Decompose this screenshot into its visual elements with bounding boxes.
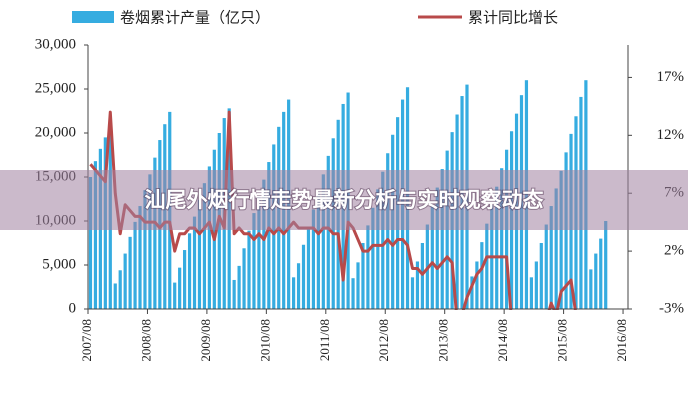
bar [410,277,415,309]
x-tick-label: 2015/08 [555,319,570,362]
bar [549,206,553,309]
x-tick-label: 2013/08 [436,319,451,362]
bar [554,188,558,309]
bar [539,243,543,309]
bar [440,169,444,309]
bar [604,221,608,309]
bar [420,243,425,309]
bar [148,174,152,309]
bar [316,191,320,309]
y2-tick-label: 2% [664,243,684,259]
bar [242,248,246,309]
bar [529,277,533,309]
bar [495,186,499,309]
bar [534,261,538,309]
bar [321,174,325,309]
y2-tick-label: 12% [657,127,685,143]
x-tick-label: 2008/08 [138,319,153,362]
bar [232,279,236,309]
bar [381,171,385,309]
y-tick-label: 30,000 [35,36,76,52]
bar [291,277,296,309]
bar [197,199,202,309]
bar [366,225,370,309]
bar [371,207,375,309]
x-tick-label: 2014/08 [495,319,510,362]
bar [187,233,192,309]
bar [118,270,122,309]
bar [88,177,93,309]
x-tick-label: 2009/08 [198,319,213,362]
bar [93,161,98,309]
bar [183,250,187,309]
x-tick-label: 2016/08 [614,319,629,362]
bar [470,276,474,309]
bar [480,242,484,309]
bar [475,261,479,309]
bar [599,238,603,309]
bar [143,190,147,309]
bar [153,157,157,309]
bar [435,187,439,309]
y-tick-label: 25,000 [35,80,76,96]
growth-line [89,110,577,310]
bar [257,196,261,309]
x-tick-label: 2010/08 [257,319,272,362]
bar [202,183,207,309]
bar [500,168,504,309]
y-tick-label: 0 [69,300,77,316]
bar [559,170,563,309]
bar [207,166,211,309]
bar [356,262,360,309]
bar [594,253,598,309]
bar [173,282,177,309]
bar [252,213,256,309]
bar [123,253,127,309]
bar [589,269,593,309]
bar [138,206,142,309]
bar [301,244,306,309]
bar [128,236,132,309]
bar [564,152,568,309]
bar [306,227,311,309]
banner-text: 汕尾外烟行情走势最新分析与实时观察动态 [145,188,544,212]
bar [133,221,137,309]
x-tick-label: 2011/08 [317,319,332,361]
legend-label: 卷烟累计产量（亿只） [120,9,270,27]
bar [544,224,548,309]
bar [296,263,301,309]
banner-band [0,170,688,230]
y-tick-label: 20,000 [35,124,76,140]
x-tick-label: 2012/08 [376,319,391,362]
bar [326,155,330,309]
bar [415,261,420,309]
bar [311,209,316,309]
bar [485,223,489,309]
bar [386,153,390,309]
bar [376,189,380,309]
x-tick-label: 2007/08 [79,319,94,362]
bar [267,162,271,309]
legend-label: 累计同比增长 [468,9,558,27]
bar [113,283,117,309]
line-layer [89,110,577,310]
bar [178,267,182,309]
bar [361,243,365,309]
legend-swatch [72,11,114,23]
bar [262,179,266,309]
bar [430,206,434,309]
y-tick-label: 5,000 [42,256,76,272]
bar [237,265,241,309]
y2-tick-label: -3% [659,300,684,316]
bar [351,278,355,309]
bar [192,216,197,309]
bar [247,230,251,309]
y2-tick-label: 17% [657,69,685,85]
